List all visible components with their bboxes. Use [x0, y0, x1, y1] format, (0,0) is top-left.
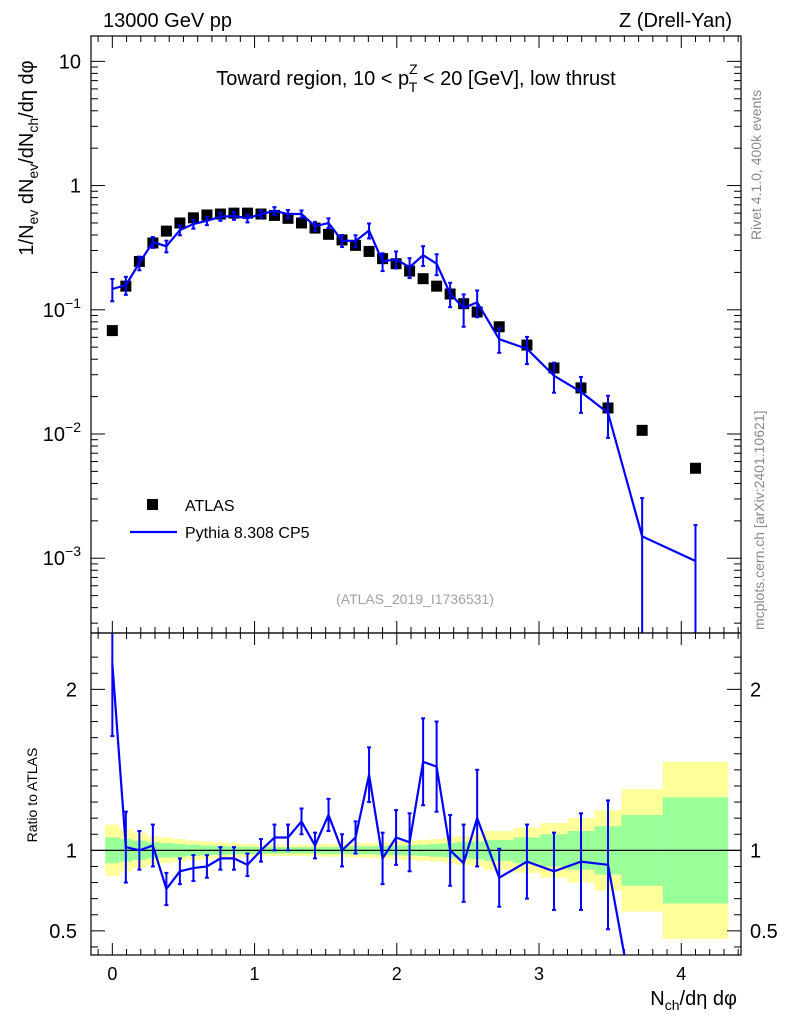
x-tick-label: 4 [676, 964, 686, 984]
main-y-tick-label: 10−1 [43, 295, 81, 322]
atlas-data-point [106, 325, 118, 337]
main-y-tick-label: 10−2 [43, 419, 81, 446]
energy-label: 13000 GeV pp [103, 10, 232, 32]
legend-pythia-label: Pythia 8.308 CP5 [185, 525, 310, 542]
mcplots-label: mcplots.cern.ch [arXiv:2401.10621] [751, 411, 767, 630]
ratio-panel: 0 1 2 3 4 0.5 0.5 1 1 2 2 [49, 633, 778, 984]
atlas-data-point [431, 280, 443, 292]
legend: ATLAS Pythia 8.308 CP5 [130, 498, 310, 542]
x-tick-label: 3 [534, 964, 544, 984]
ratio-y-tick-label: 1 [66, 840, 77, 862]
x-axis-label: Nch/dη dφ [650, 988, 737, 1013]
ratio-y-tick-label: 0.5 [49, 921, 77, 943]
atlas-data-point [417, 273, 429, 285]
atlas-data-point [363, 245, 375, 257]
legend-atlas-marker [147, 499, 158, 510]
ratio-frame [90, 632, 742, 956]
ratio-y-tick-label: 2 [66, 679, 77, 701]
main-y-tick-label: 1 [70, 176, 81, 198]
main-y-axis-label: 1/Nev dNev/dNch/dη dφ [16, 60, 41, 255]
main-frame [90, 35, 742, 634]
panel-title: Toward region, 10 < pZ T < 20 [GeV], low … [216, 61, 616, 95]
x-tick-label: 2 [392, 964, 402, 984]
atlas-data-point [689, 462, 701, 474]
atlas-data-point [201, 209, 213, 221]
ratio-y-tick-label-right: 2 [750, 679, 761, 701]
main-panel: 10−3 10−2 10−1 1 10 [43, 36, 741, 633]
atlas-data-point [160, 225, 172, 237]
ratio-line [111, 663, 626, 956]
atlas-data-point [323, 228, 335, 240]
atlas-data-point [636, 424, 648, 436]
main-y-tick-label: 10−3 [43, 543, 81, 570]
ratio-y-tick-label-right: 0.5 [750, 921, 778, 943]
x-tick-label: 1 [250, 964, 260, 984]
atlas-data-point [296, 217, 308, 229]
legend-atlas-label: ATLAS [185, 498, 235, 515]
atlas-data-point [241, 207, 253, 219]
x-tick-label: 0 [107, 964, 117, 984]
atlas-data-point [174, 217, 186, 229]
atlas-data-point [187, 212, 199, 224]
main-y-tick-label: 10 [59, 51, 81, 73]
ratio-y-axis-label: Ratio to ATLAS [24, 748, 40, 843]
analysis-watermark: (ATLAS_2019_I1736531) [336, 591, 494, 607]
ratio-y-tick-label-right: 1 [750, 840, 761, 862]
atlas-data-point [493, 321, 505, 333]
process-label: Z (Drell-Yan) [619, 10, 732, 32]
rivet-version-label: Rivet 4.1.0, 400k events [748, 90, 764, 240]
